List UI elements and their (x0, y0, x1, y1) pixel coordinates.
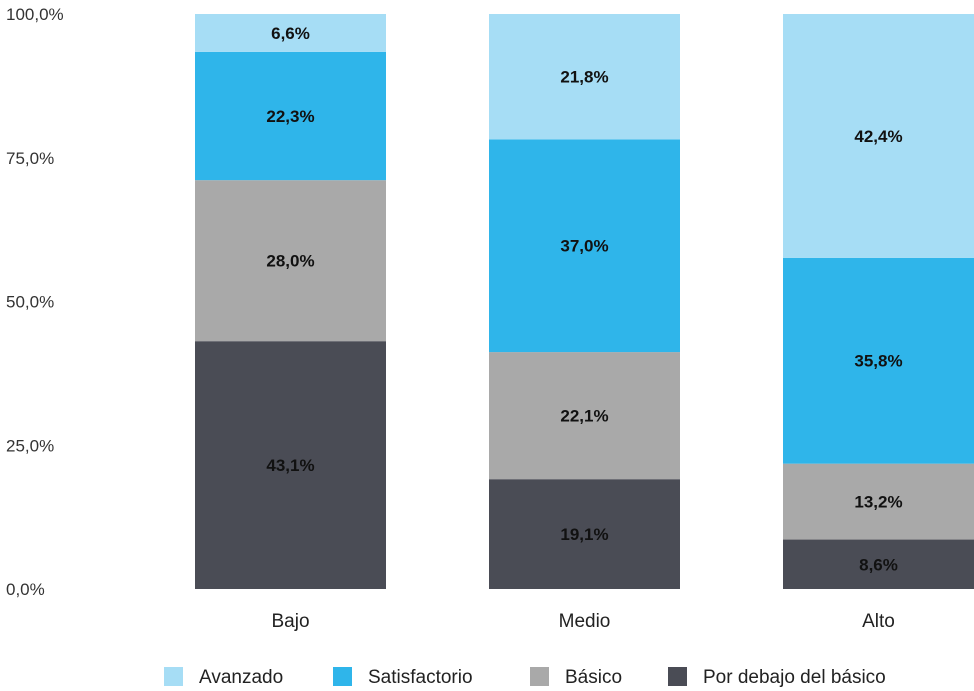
x-category-label: Medio (559, 611, 611, 632)
data-label: 42,4% (854, 127, 902, 146)
x-axis: Bajo Medio Alto (271, 611, 894, 632)
data-label: 8,6% (859, 555, 898, 574)
data-label: 13,2% (854, 493, 902, 512)
bars: 43,1% 28,0% 22,3% 6,6% 19,1% 22,1% 37,0% 21,8% 8… (195, 14, 974, 589)
y-tick-label: 0,0% (6, 580, 45, 599)
x-category-label: Alto (862, 611, 895, 632)
data-label: 6,6% (271, 24, 310, 43)
bar-segment-por-debajo-del-basico-alto (783, 539, 974, 589)
bar-segment-avanzado-bajo (195, 14, 386, 52)
bar-segment-basico-medio (489, 352, 680, 480)
y-tick-label: 25,0% (6, 436, 54, 455)
legend-swatch-basico (530, 667, 549, 686)
y-axis: 0,0% 25,0% 50,0% 75,0% 100,0% (6, 5, 64, 599)
data-label: 22,3% (266, 107, 314, 126)
bar-segment-basico-bajo (195, 180, 386, 342)
data-label: 37,0% (560, 237, 608, 256)
y-tick-label: 50,0% (6, 293, 54, 312)
bar-segment-avanzado-alto (783, 14, 974, 258)
bar-segment-avanzado-medio (489, 14, 680, 140)
y-tick-label: 75,0% (6, 149, 54, 168)
bar-segment-satisfactorio-bajo (195, 51, 386, 181)
bar-segment-satisfactorio-alto (783, 257, 974, 464)
legend-label-basico: Básico (565, 667, 622, 688)
x-category-label: Bajo (271, 611, 309, 632)
y-tick-label: 100,0% (6, 5, 64, 24)
data-label: 21,8% (560, 68, 608, 87)
data-label: 28,0% (266, 252, 314, 271)
data-label: 19,1% (560, 525, 608, 544)
legend-swatch-por-debajo-del-basico (668, 667, 687, 686)
bar-segment-satisfactorio-medio (489, 139, 680, 353)
data-label: 22,1% (560, 407, 608, 426)
bar-segment-basico-alto (783, 463, 974, 540)
bar-segment-por-debajo-del-basico-medio (489, 479, 680, 589)
bar-segment-por-debajo-del-basico-bajo (195, 341, 386, 589)
legend-swatch-satisfactorio (333, 667, 352, 686)
data-label: 35,8% (854, 352, 902, 371)
legend-label-por-debajo-del-basico: Por debajo del básico (703, 667, 886, 688)
legend: Avanzado Satisfactorio Básico Por debajo de… (164, 667, 886, 688)
legend-label-satisfactorio: Satisfactorio (368, 667, 473, 688)
legend-swatch-avanzado (164, 667, 183, 686)
legend-label-avanzado: Avanzado (199, 667, 283, 688)
data-label: 43,1% (266, 456, 314, 475)
